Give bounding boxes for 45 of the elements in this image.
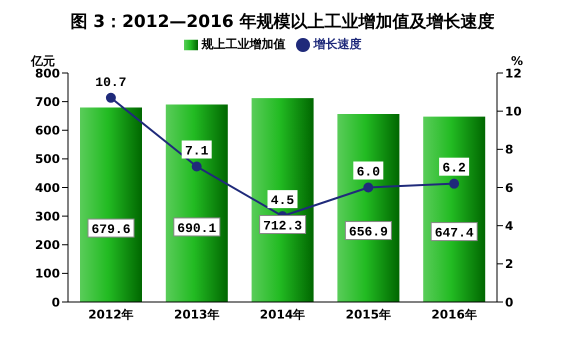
y-tick-label: 800 bbox=[34, 66, 60, 80]
y-tick-label: 400 bbox=[34, 180, 60, 195]
data-label: 690.1 bbox=[177, 220, 216, 236]
data-label: 10.7 bbox=[95, 74, 127, 90]
bar bbox=[80, 107, 142, 302]
data-label: 4.5 bbox=[270, 193, 294, 208]
chart-title: 图 3：2012—2016 年规模以上工业增加值及增长速度 bbox=[69, 11, 496, 34]
x-tick-label: 2013年 bbox=[174, 308, 220, 322]
y2-tick-label: 0 bbox=[505, 295, 514, 310]
bar bbox=[337, 114, 400, 302]
y-tick-label: 200 bbox=[34, 238, 60, 252]
data-label: 679.6 bbox=[91, 222, 131, 238]
point bbox=[363, 182, 374, 192]
y-tick-label: 500 bbox=[34, 152, 60, 166]
y-tick-label: 600 bbox=[34, 124, 60, 138]
point bbox=[192, 162, 202, 172]
x-tick-label: 2012年 bbox=[88, 308, 134, 322]
y2-tick-label: 12 bbox=[505, 66, 522, 80]
bar bbox=[423, 116, 486, 302]
y2-axis-title: % bbox=[510, 54, 524, 68]
data-label: 6.0 bbox=[356, 164, 380, 180]
bar bbox=[166, 104, 228, 302]
y2-tick-label: 8 bbox=[505, 142, 514, 157]
x-tick-label: 2016年 bbox=[431, 308, 477, 322]
y2-tick-label: 2 bbox=[505, 257, 514, 272]
y-tick-label: 0 bbox=[52, 295, 60, 310]
x-tick-label: 2014年 bbox=[260, 308, 306, 322]
y-axis-title: 亿元 bbox=[30, 54, 55, 68]
y2-tick-label: 6 bbox=[505, 180, 514, 195]
y-tick-label: 300 bbox=[34, 209, 60, 224]
data-label: 712.3 bbox=[263, 218, 302, 234]
x-tick-label: 2015年 bbox=[346, 308, 392, 322]
y2-tick-label: 10 bbox=[505, 104, 522, 118]
y2-tick-label: 4 bbox=[505, 218, 514, 233]
data-label: 656.9 bbox=[348, 224, 388, 240]
point bbox=[106, 92, 116, 103]
data-label: 6.2 bbox=[442, 160, 466, 176]
data-label: 7.1 bbox=[184, 144, 209, 159]
y-tick-label: 100 bbox=[34, 266, 60, 281]
y-tick-label: 700 bbox=[34, 94, 60, 109]
legend-label: 规上工业增加值 bbox=[202, 37, 286, 51]
data-label: 647.4 bbox=[434, 226, 474, 241]
legend-label: 增长速度 bbox=[314, 37, 362, 51]
point bbox=[449, 178, 460, 189]
bar bbox=[252, 98, 314, 302]
